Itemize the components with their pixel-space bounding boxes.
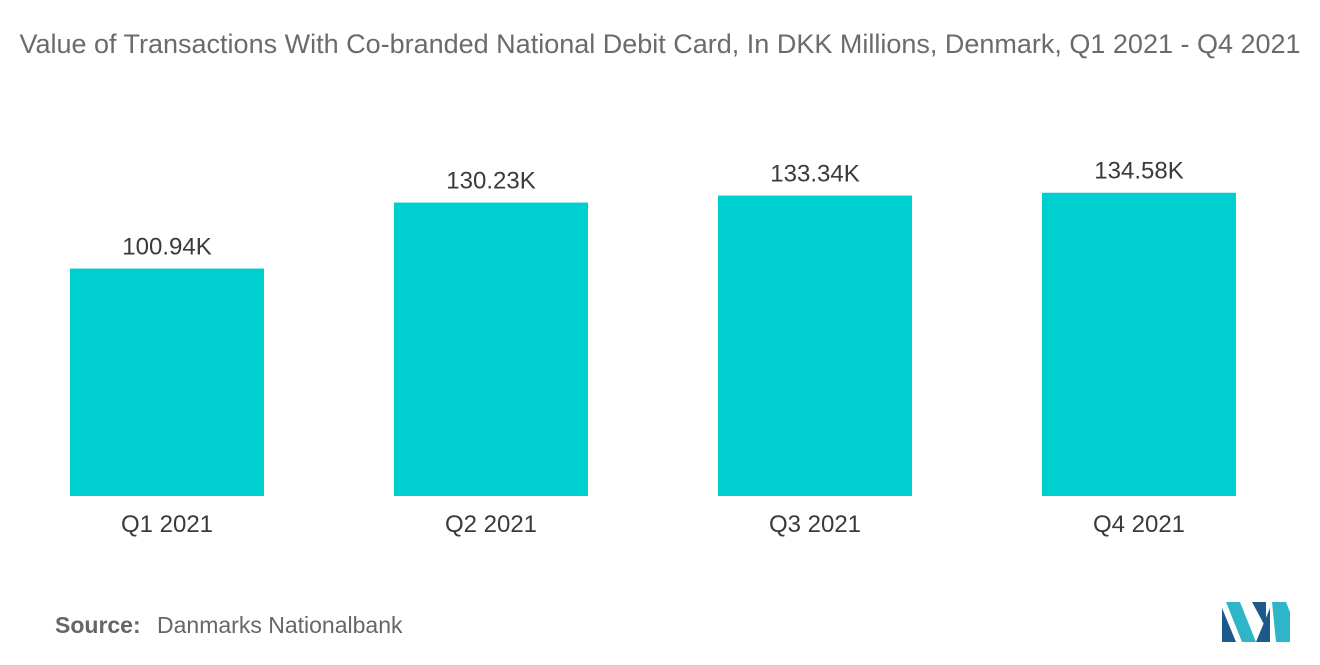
category-label-group: Q1 2021 Q2 2021 Q3 2021 Q4 2021: [121, 511, 1185, 538]
category-label: Q3 2021: [769, 511, 861, 538]
category-label: Q2 2021: [445, 511, 537, 538]
bar-q3-2021: [718, 195, 912, 496]
mordor-intelligence-logo-icon: [1222, 602, 1290, 642]
bar-q4-2021: [1042, 192, 1236, 496]
bar-chart: 100.94K 130.23K 133.34K 134.58K Q1 2021 Q2 2…: [70, 158, 1236, 538]
source-label: Source:: [55, 612, 141, 638]
bar-q1-2021: [70, 268, 264, 496]
bar-q2-2021: [394, 202, 588, 496]
value-label: 134.58K: [1094, 158, 1183, 185]
value-label-group: 100.94K 130.23K 133.34K 134.58K: [122, 158, 1183, 261]
value-label: 130.23K: [446, 168, 535, 195]
source-text: Danmarks Nationalbank: [157, 612, 403, 638]
category-label: Q4 2021: [1093, 511, 1185, 538]
category-label: Q1 2021: [121, 511, 213, 538]
value-label: 133.34K: [770, 161, 859, 188]
source-note: Source: Danmarks Nationalbank: [55, 612, 402, 639]
bar-group: [70, 192, 1236, 496]
value-label: 100.94K: [122, 234, 211, 261]
chart-title: Value of Transactions With Co-branded Na…: [19, 29, 1301, 59]
